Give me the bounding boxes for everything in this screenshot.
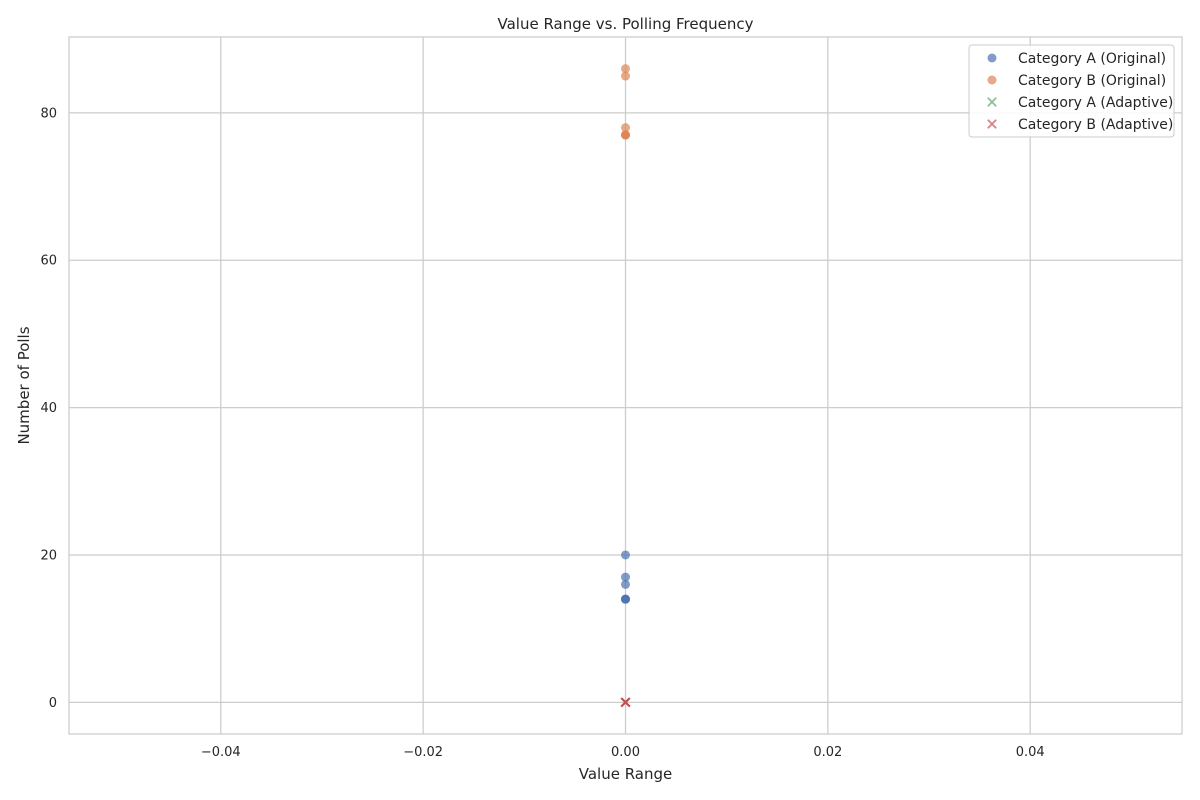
legend-label: Category B (Original) bbox=[1018, 73, 1166, 89]
data-point bbox=[621, 123, 630, 133]
x-axis-label: Value Range bbox=[579, 765, 673, 783]
y-tick-label: 80 bbox=[40, 106, 57, 121]
x-tick-label: 0.00 bbox=[611, 745, 640, 760]
y-tick-label: 20 bbox=[40, 548, 57, 563]
legend-marker bbox=[987, 75, 997, 85]
data-point bbox=[621, 572, 630, 582]
data-point bbox=[621, 594, 630, 604]
x-axis-ticks: −0.04 −0.02 0.00 0.02 0.04 bbox=[201, 745, 1045, 760]
y-axis-ticks: 0 20 40 60 80 bbox=[40, 106, 57, 710]
x-tick-label: 0.02 bbox=[813, 745, 842, 760]
y-tick-label: 40 bbox=[40, 401, 57, 416]
legend-marker bbox=[987, 53, 997, 63]
series-2 bbox=[621, 64, 630, 140]
plot-frame bbox=[68, 36, 1183, 735]
data-point bbox=[621, 579, 630, 589]
y-tick-label: 0 bbox=[49, 696, 57, 711]
data-point bbox=[621, 64, 630, 74]
legend-entry: Category B (Original) bbox=[987, 73, 1166, 89]
data-points bbox=[620, 64, 631, 708]
legend-entry: Category A (Original) bbox=[987, 51, 1166, 67]
legend-label: Category A (Original) bbox=[1018, 51, 1166, 67]
data-point bbox=[621, 550, 630, 560]
data-point bbox=[621, 71, 630, 81]
x-tick-label: 0.04 bbox=[1016, 745, 1045, 760]
y-tick-label: 60 bbox=[40, 254, 57, 269]
data-point bbox=[621, 130, 630, 140]
legend-box bbox=[968, 44, 1175, 138]
legend-entry: Category A (Adaptive) bbox=[987, 95, 1173, 111]
chart-title: Value Range vs. Polling Frequency bbox=[498, 15, 754, 33]
x-tick-label: −0.04 bbox=[201, 745, 241, 760]
series-4 bbox=[620, 697, 631, 708]
data-point bbox=[620, 697, 631, 708]
series-1 bbox=[621, 550, 630, 604]
x-tick-label: −0.02 bbox=[403, 745, 443, 760]
legend-label: Category A (Adaptive) bbox=[1018, 95, 1173, 111]
legend-entry: Category B (Adaptive) bbox=[987, 117, 1173, 133]
y-axis-label: Number of Polls bbox=[15, 326, 33, 444]
legend-marker bbox=[987, 97, 997, 107]
legend: Category A (Original) Category B (Origina… bbox=[968, 44, 1175, 138]
legend-label: Category B (Adaptive) bbox=[1018, 117, 1173, 133]
legend-marker bbox=[987, 119, 997, 129]
